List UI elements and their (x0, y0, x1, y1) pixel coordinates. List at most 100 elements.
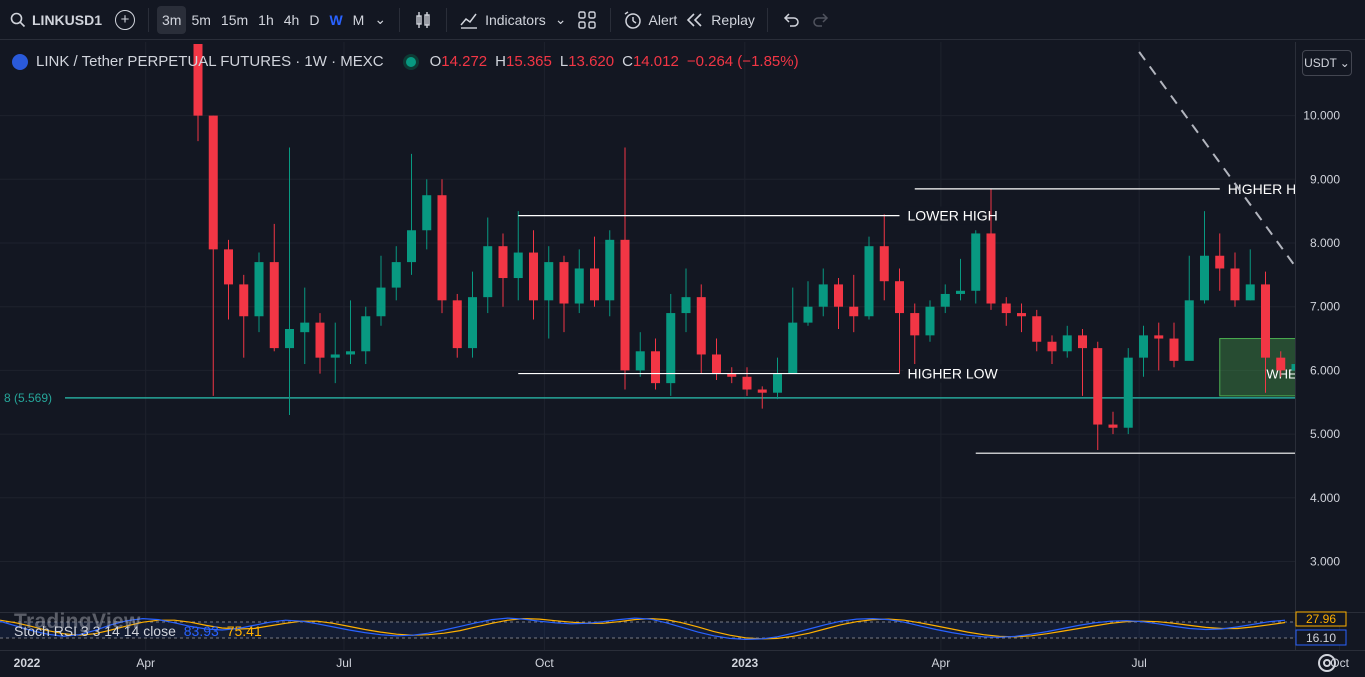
candle-body (544, 262, 554, 301)
candle (742, 367, 752, 396)
candle-body (864, 246, 874, 317)
candle-body (224, 249, 233, 285)
time-tick-label: 2023 (731, 656, 758, 670)
candle (910, 303, 920, 365)
candle-body (300, 322, 310, 333)
low-label: L (559, 53, 569, 70)
candle-body (1017, 313, 1026, 317)
candle (940, 284, 950, 314)
replay-button[interactable]: Replay (681, 6, 759, 34)
stoch-tag-upper-bg (1295, 611, 1347, 627)
candle (666, 293, 676, 396)
candle-body (620, 239, 630, 371)
interval-w[interactable]: W (329, 11, 343, 28)
candle-body (269, 262, 279, 349)
candle-body (437, 195, 447, 301)
candle (620, 147, 630, 390)
candle (285, 147, 294, 415)
candle (1017, 303, 1026, 333)
alarm-clock-icon (624, 10, 641, 29)
currency-button[interactable]: USDT ⌄ (1302, 50, 1352, 76)
redo-button[interactable] (806, 6, 836, 34)
support-line: 8 (5.569) (4, 391, 1295, 405)
candle-body (1062, 335, 1072, 352)
time-tick-label: 2022 (14, 656, 41, 670)
interval-m[interactable]: M (352, 11, 365, 28)
candle-body (849, 306, 859, 317)
candle (590, 236, 599, 307)
gear-icon[interactable] (1318, 654, 1336, 672)
candle-body (834, 284, 843, 307)
alert-button[interactable]: Alert (619, 6, 682, 34)
close-label: C (622, 53, 633, 70)
candle (559, 255, 569, 333)
candle-body (254, 262, 264, 317)
annotation-label-bg (903, 206, 988, 225)
trendline (1138, 51, 1365, 364)
chainlink-logo-icon (12, 53, 28, 70)
interval-d[interactable]: D (309, 11, 320, 28)
symbol-search[interactable]: LINKUSD1 (0, 0, 110, 40)
candle (986, 188, 996, 310)
candle (788, 287, 798, 374)
chevron-down-icon: ⌄ (554, 11, 567, 27)
candle (925, 300, 935, 342)
candle-body (788, 322, 798, 374)
candle-body (818, 284, 828, 307)
interval-1h[interactable]: 1h (258, 11, 274, 28)
toolbar-divider (148, 7, 150, 32)
candle (1169, 322, 1179, 368)
layouts-button[interactable] (572, 6, 602, 34)
candle-body (498, 246, 508, 279)
candle (651, 338, 660, 390)
tradingview-watermark: TradingView (14, 610, 141, 633)
interval-15m[interactable]: 15m (220, 11, 249, 28)
candle-body (559, 262, 569, 304)
candle-body (574, 268, 584, 304)
chart-grid (0, 42, 1341, 650)
candle (1245, 249, 1255, 301)
stoch-k-value: 83.93 (183, 623, 219, 639)
interval-5m[interactable]: 5m (191, 11, 211, 28)
toolbar-divider (609, 7, 611, 32)
time-axis[interactable]: 2022AprJulOct2023AprJulOct2024Apr (0, 650, 1365, 671)
candle (376, 255, 386, 326)
candle-body (696, 297, 706, 355)
undo-button[interactable] (776, 6, 806, 34)
interval-dropdown-button[interactable]: ⌄ (369, 6, 391, 34)
toolbar-divider (446, 7, 448, 32)
candle (849, 274, 859, 333)
price-axis[interactable]: 10.000 9.000 8.000 7.000 6.000 5.000 4.000 3.00… (1295, 42, 1365, 650)
compare-button[interactable]: + (110, 6, 140, 34)
candle-body (1276, 357, 1286, 371)
candle-body (529, 252, 538, 301)
candle (864, 236, 874, 320)
candle-body (635, 351, 645, 371)
candle (1215, 233, 1225, 291)
indicators-button[interactable]: Indicators (455, 6, 550, 34)
interval-3m[interactable]: 3m (157, 5, 187, 34)
candle (971, 230, 981, 304)
price-tick-label: 9.000 (1310, 172, 1340, 186)
candle (1047, 335, 1057, 365)
candle-body (1139, 335, 1148, 358)
interval-4h[interactable]: 4h (283, 11, 300, 28)
grid-icon (577, 10, 596, 29)
candle (1230, 252, 1240, 307)
candle-body (727, 373, 737, 377)
candle-body (285, 328, 294, 349)
stoch-legend: Stoch RSI 3 3 14 14 close 83.93 75.41 (14, 623, 262, 639)
chart-type-button[interactable] (408, 6, 438, 34)
indicators-dropdown-button[interactable]: ⌄ (550, 6, 572, 34)
price-chart[interactable]: AFTER THE DEVIATION, THIS ISWHERE THE PR… (0, 41, 1365, 677)
annotation-label-bg (1223, 179, 1316, 198)
candle-body (1245, 284, 1255, 301)
candle (544, 246, 554, 339)
candle (1032, 309, 1042, 352)
time-tick-label: Jul (1131, 656, 1146, 670)
candle-body (407, 230, 416, 263)
candle (437, 179, 447, 314)
search-icon (10, 12, 26, 27)
redo-icon (813, 12, 828, 27)
